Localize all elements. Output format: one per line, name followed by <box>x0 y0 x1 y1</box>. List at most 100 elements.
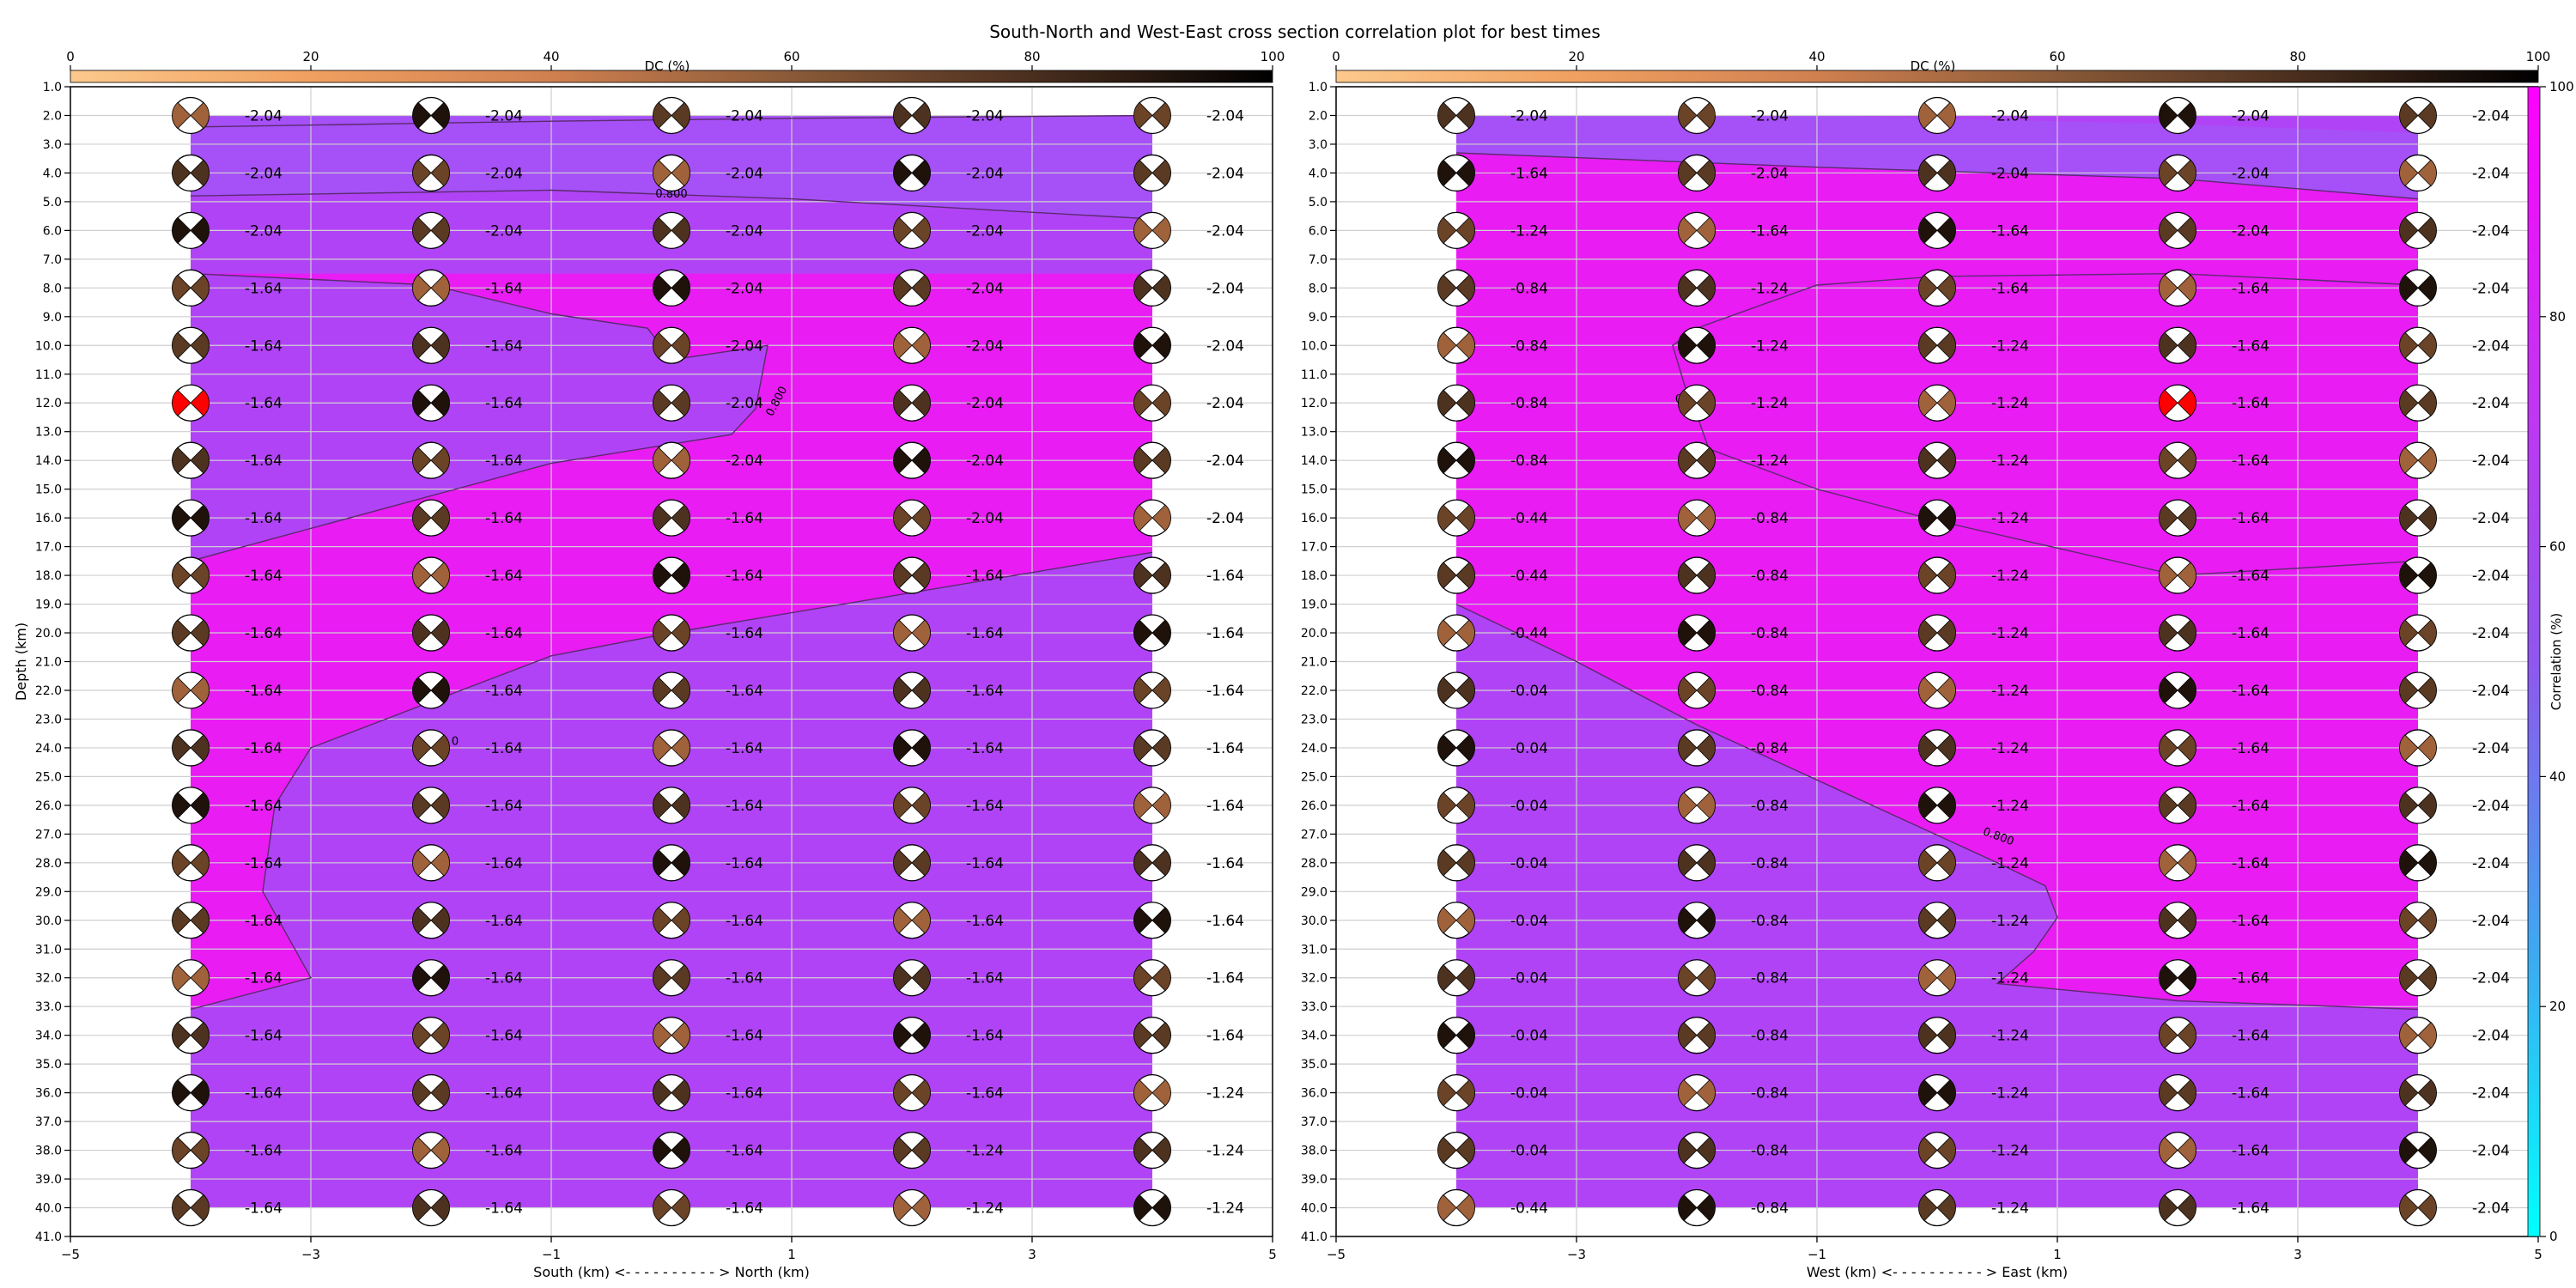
beachball-quadrant <box>893 562 913 589</box>
y-tick-label: 35.0 <box>35 1058 62 1072</box>
beachball-quadrant <box>190 562 210 589</box>
magnitude-label: -1.24 <box>1206 1200 1244 1218</box>
beachball <box>172 211 210 250</box>
y-tick-label: 18.0 <box>35 569 62 583</box>
beachball-quadrant <box>1936 159 1956 187</box>
dc-colorbar-label: DC (%) <box>1911 58 1956 74</box>
beachball-quadrant <box>2399 964 2419 992</box>
beachball <box>172 844 210 882</box>
magnitude-label: -1.64 <box>245 1143 283 1160</box>
beachball <box>2159 787 2196 824</box>
beachball-quadrant <box>412 1194 432 1222</box>
beachball-quadrant <box>190 389 210 416</box>
magnitude-label: -2.04 <box>2472 107 2510 125</box>
y-tick-label: 6.0 <box>43 224 62 238</box>
contour-line <box>1455 152 2419 200</box>
beachball <box>1918 614 1956 652</box>
y-axis: 1.0 2.0 3.0 4.0 5.0 6.0 7.0 8.0 9.0 10.0 11.0 12.0 1… <box>13 81 70 1244</box>
correlation-colorbar-label: Correlation (%) <box>2549 613 2564 710</box>
magnitude-label: -2.04 <box>485 107 523 125</box>
beachball <box>2399 671 2437 709</box>
beachball <box>1678 269 1716 307</box>
beachball-quadrant <box>190 447 210 474</box>
beachball-quadrant <box>2159 1021 2178 1049</box>
beachball-quadrant <box>671 216 690 245</box>
beachball <box>172 1017 210 1054</box>
beachball <box>172 556 210 594</box>
magnitude-label: -1.24 <box>1991 337 2029 355</box>
beachball-quadrant <box>1151 734 1171 762</box>
y-tick-label: 1.0 <box>1309 81 1327 94</box>
y-axis-label: Depth (km) <box>13 623 29 701</box>
beachball-quadrant <box>1151 849 1171 877</box>
beachball-quadrant <box>1455 619 1475 647</box>
beachball-quadrant <box>1437 619 1457 647</box>
y-tick-label: 20.0 <box>1301 627 1327 641</box>
magnitude-label: -0.84 <box>1510 395 1548 412</box>
beachball <box>1133 844 1171 882</box>
beachball-quadrant <box>2417 389 2437 416</box>
beachball-quadrant <box>911 1078 931 1107</box>
beachball-quadrant <box>1696 792 1716 819</box>
beachball-quadrant <box>1455 216 1475 245</box>
beachball-quadrant <box>1133 734 1153 762</box>
beachball <box>2159 729 2196 767</box>
beachball-quadrant <box>1455 101 1475 130</box>
magnitude-label: -1.64 <box>485 568 523 585</box>
beachball-quadrant <box>2159 159 2178 187</box>
beachball-quadrant <box>1678 1136 1698 1164</box>
beachball-quadrant <box>653 101 672 130</box>
beachball-quadrant <box>2417 274 2437 302</box>
beachball <box>1133 96 1171 135</box>
correlation-colorbar-tick-label: 60 <box>2549 539 2566 555</box>
beachball <box>1918 384 1956 422</box>
beachball-quadrant <box>893 1078 913 1107</box>
beachball-quadrant <box>1918 1078 1938 1107</box>
beachball-quadrant <box>911 677 931 704</box>
beachball <box>1133 269 1171 307</box>
beachball <box>2399 384 2437 422</box>
beachball-quadrant <box>1437 216 1457 245</box>
correlation-colorbar: 0 20 40 60 80 100 Correlation (%) <box>2527 79 2574 1244</box>
beachball-quadrant <box>671 1078 690 1107</box>
beachball <box>1437 1131 1475 1170</box>
beachball-quadrant <box>671 447 690 474</box>
magnitude-label: -0.84 <box>1751 1200 1789 1218</box>
magnitude-label: -1.64 <box>2232 798 2269 815</box>
magnitude-label: -2.04 <box>2472 855 2510 872</box>
magnitude-label: -0.44 <box>1510 510 1548 527</box>
beachball-quadrant <box>172 677 191 704</box>
beachball-quadrant <box>911 1021 931 1049</box>
beachball <box>1133 1017 1171 1054</box>
y-tick-label: 15.0 <box>1301 483 1327 497</box>
beachball <box>1133 326 1171 364</box>
y-tick-label: 24.0 <box>1301 742 1327 756</box>
beachball-quadrant <box>2417 331 2437 359</box>
beachball-quadrant <box>172 331 191 359</box>
beachball-quadrant <box>2177 159 2196 187</box>
beachball-quadrant <box>1918 101 1938 130</box>
magnitude-label: -2.04 <box>966 165 1004 182</box>
beachball <box>1437 1073 1475 1112</box>
beachball-quadrant <box>893 734 913 762</box>
magnitude-label: -1.64 <box>485 625 523 642</box>
magnitude-label: -2.04 <box>2472 683 2510 700</box>
y-tick-label: 16.0 <box>1301 512 1327 526</box>
beachball <box>2399 96 2437 135</box>
beachball-quadrant <box>1133 159 1153 187</box>
beachball-quadrant <box>671 274 690 302</box>
beachball-quadrant <box>172 101 191 130</box>
beachball-quadrant <box>2177 331 2196 359</box>
magnitude-label: -2.04 <box>2472 625 2510 642</box>
beachball-quadrant <box>1918 1136 1938 1164</box>
beachball-quadrant <box>1678 792 1698 819</box>
beachball <box>1133 729 1171 767</box>
beachball-quadrant <box>172 562 191 589</box>
magnitude-label: -2.04 <box>1206 165 1244 182</box>
magnitude-label: -1.64 <box>2232 1028 2269 1045</box>
magnitude-label: -2.04 <box>485 165 523 182</box>
y-tick-label: 10.0 <box>35 339 62 353</box>
beachball <box>653 1073 690 1112</box>
grid <box>1335 86 2539 1237</box>
magnitude-label: -1.64 <box>485 395 523 412</box>
